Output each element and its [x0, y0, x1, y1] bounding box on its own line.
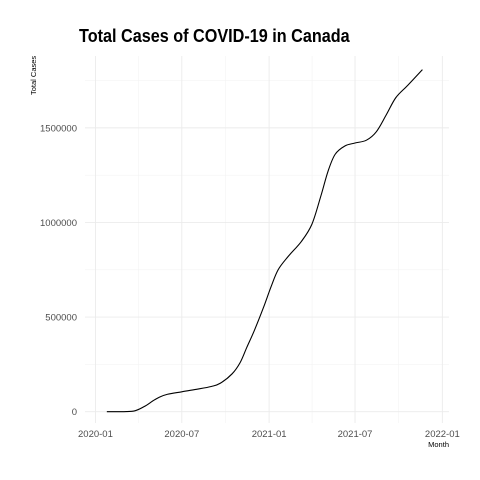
series-line — [106, 69, 423, 413]
x-axis-ticks: 2020-01 2020-07 2021-01 2021-07 2022-01 — [78, 429, 460, 440]
y-tick-label: 500000 — [45, 313, 77, 324]
x-tick-label: 2021-01 — [252, 429, 287, 440]
chart-title: Total Cases of COVID-19 in Canada — [79, 26, 350, 46]
y-tick-label: 0 — [72, 407, 77, 418]
x-tick-label: 2020-07 — [164, 429, 199, 440]
grid-minor — [85, 56, 449, 423]
y-axis-ticks: 0 500000 1000000 1500000 — [40, 123, 77, 418]
x-tick-label: 2020-01 — [78, 429, 113, 440]
x-axis-title: Month — [428, 440, 449, 449]
y-axis-title: Total Cases — [29, 56, 38, 95]
y-tick-label: 1000000 — [40, 218, 77, 229]
grid-major — [85, 56, 449, 423]
y-tick-label: 1500000 — [40, 123, 77, 134]
x-tick-label: 2022-01 — [425, 429, 460, 440]
x-tick-label: 2021-07 — [338, 429, 373, 440]
